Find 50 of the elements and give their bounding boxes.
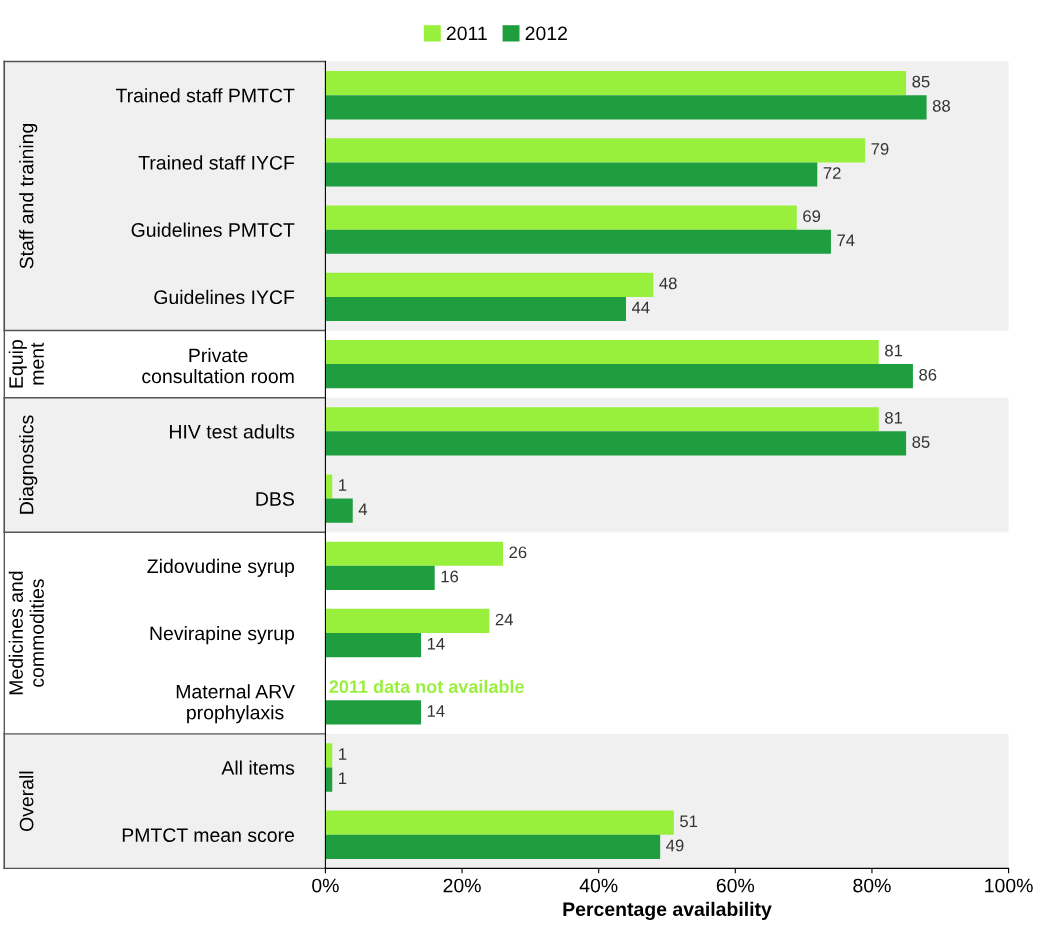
x-tick-label: 80%	[853, 878, 891, 893]
data-label: 69	[803, 210, 821, 223]
y-tick-label: Trained staff PMTCT	[115, 88, 295, 103]
data-label: 1	[339, 748, 347, 760]
y-tick-label: Guidelines PMTCT	[131, 222, 295, 237]
y-tick-label: DBS	[256, 492, 294, 506]
y-tick-label: PMTCT mean score	[122, 828, 295, 843]
x-tick-label: 20%	[443, 878, 481, 893]
data-label: 44	[631, 301, 650, 314]
data-label: 72	[823, 167, 841, 179]
data-label: 49	[666, 839, 684, 852]
y-tick-label: HIV test adults	[170, 424, 295, 439]
text: Equip ment	[8, 340, 44, 388]
data-label: 24	[495, 613, 513, 626]
band-label: Overall	[19, 771, 34, 832]
data-label: 48	[659, 277, 677, 290]
data-label: 85	[912, 436, 930, 448]
y-tick-label: Maternal ARV prophylaxis	[176, 684, 295, 724]
y-tick-label: Private consultation room	[142, 348, 294, 384]
legend-label: 2011	[446, 26, 487, 41]
data-label: 1	[339, 772, 347, 784]
y-tick-label: All items	[221, 760, 295, 775]
band-label: Staff and training	[19, 123, 38, 269]
x-tick-label: 100%	[985, 878, 1033, 893]
y-tick-label: Zidovudine syrup	[147, 558, 295, 577]
x-axis-title: Percentage availability	[563, 901, 772, 921]
data-label: 74	[837, 234, 855, 247]
data-label: 86	[919, 368, 937, 381]
y-tick-label: Nevirapine syrup	[150, 626, 295, 645]
data-label: 81	[885, 344, 903, 357]
x-tick-label: 60%	[716, 878, 755, 893]
data-label: 81	[885, 411, 903, 424]
y-tick-label: Guidelines IYCF	[154, 289, 295, 305]
x-tick-label: 40%	[579, 878, 618, 893]
annotation: 2011 data not available	[329, 679, 524, 694]
data-label: 16	[441, 570, 459, 583]
legend-label: 2012	[525, 26, 567, 41]
data-label: 14	[427, 638, 445, 650]
text: Medicines and commodities	[8, 571, 44, 695]
data-label: 85	[912, 75, 930, 88]
data-label: 26	[509, 546, 527, 559]
data-label: 14	[427, 705, 445, 717]
data-label: 4	[358, 503, 368, 516]
band-label: Diagnostics	[19, 415, 38, 514]
data-label: 1	[339, 479, 347, 491]
x-tick-label: 0%	[312, 878, 339, 893]
y-tick-label: Trained staff IYCF	[138, 155, 295, 170]
data-label: 79	[871, 142, 889, 155]
data-label: 88	[932, 99, 950, 112]
data-label: 51	[680, 815, 698, 828]
